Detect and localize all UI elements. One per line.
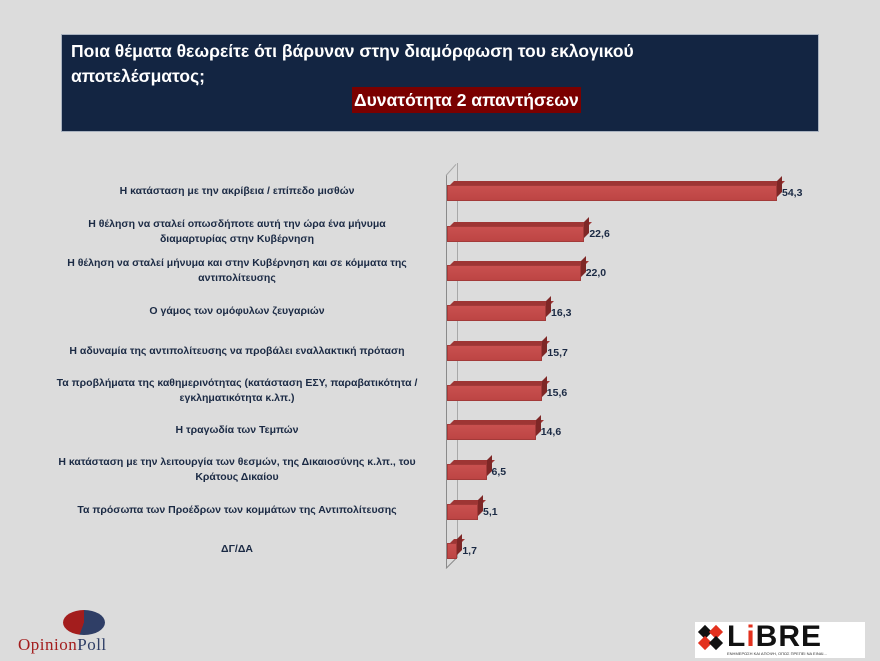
category-axis xyxy=(446,175,447,568)
value-label: 22,6 xyxy=(589,228,610,240)
category-label: Η κατάσταση με την λειτουργία των θεσμών… xyxy=(58,456,416,483)
value-label: 22,0 xyxy=(585,267,607,279)
value-label: 5,1 xyxy=(482,506,498,518)
libre-tagline: ΕΝΗΜΕΡΩΣΗ ΚΑΙ ΑΠΟΨΗ, ΟΠΩΣ ΠΡΕΠΕΙ ΝΑ ΕΙΝΑ… xyxy=(727,651,827,656)
category-label: Η αδυναμία της αντιπολίτευσης να προβάλε… xyxy=(69,344,405,357)
category-label: Ο γάμος των ομόφυλων ζευγαριών xyxy=(149,304,325,317)
value-label: 54,3 xyxy=(782,187,803,199)
bar xyxy=(447,543,458,559)
pie-logo-icon xyxy=(63,610,105,635)
category-label: Τα προβλήματα της καθημερινότητας (κατάσ… xyxy=(56,377,418,404)
bar xyxy=(447,226,585,242)
bar xyxy=(447,385,542,401)
value-label: 1,7 xyxy=(462,545,477,557)
value-label: 6,5 xyxy=(491,466,507,478)
category-label: Η τραγωδία των Τεμπών xyxy=(175,423,299,436)
value-label: 15,6 xyxy=(546,387,568,399)
bar xyxy=(447,424,536,440)
axis-top-cap xyxy=(445,164,457,176)
axis-bottom-cap xyxy=(445,557,457,569)
title-banner: Ποια θέματα θεωρείτε ότι βάρυναν στην δι… xyxy=(61,34,819,132)
value-label: 14,6 xyxy=(540,426,562,438)
bar xyxy=(447,305,547,321)
libre-diamond-icon xyxy=(697,624,724,651)
bar xyxy=(447,265,581,281)
libre-wordmark: LiBRE xyxy=(727,620,823,653)
libre-logo: LiBRE ΕΝΗΜΕΡΩΣΗ ΚΑΙ ΑΠΟΨΗ, ΟΠΩΣ ΠΡΕΠΕΙ Ν… xyxy=(695,620,865,658)
opinionpoll-wordmark: OpinionPoll xyxy=(18,635,107,654)
value-label: 15,7 xyxy=(547,347,568,359)
category-label: Η θέληση να σταλεί μήνυμα και στην Κυβέρ… xyxy=(67,257,407,284)
bar xyxy=(447,185,777,201)
chart-title: Ποια θέματα θεωρείτε ότι βάρυναν στην δι… xyxy=(71,41,634,86)
category-label: Η κατάσταση με την ακρίβεια / επίπεδο μι… xyxy=(119,184,355,197)
bar xyxy=(447,504,478,520)
chart-subtitle: Δυνατότητα 2 απαντήσεων xyxy=(352,87,581,113)
category-label: Τα πρόσωπα των Προέδρων των κομμάτων της… xyxy=(77,503,397,516)
opinionpoll-logo: OpinionPoll xyxy=(18,610,158,655)
bar xyxy=(447,464,487,480)
category-label: Η θέληση να σταλεί οπωσδήποτε αυτή την ώ… xyxy=(88,218,386,245)
category-label: ΔΓ/ΔΑ xyxy=(221,542,253,555)
value-label: 16,3 xyxy=(551,307,572,319)
bar xyxy=(447,345,543,361)
